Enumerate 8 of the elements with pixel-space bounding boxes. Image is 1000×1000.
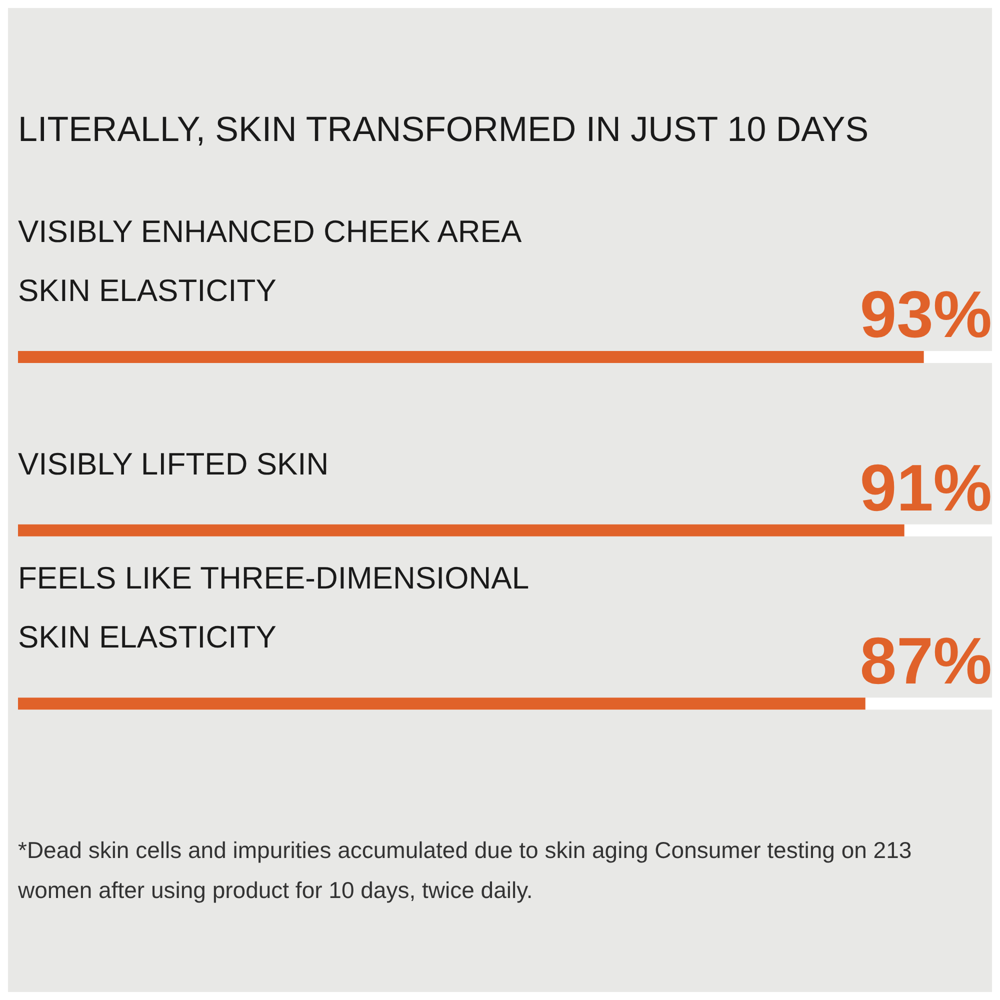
y-tick-label: FEELS LIKE THREE-DIMENSIONAL SKIN ELASTICITY (18, 560, 530, 655)
text: *Dead skin cells and impurities accumulated due to skin aging Consumer testing on 213 women after using product for 10 days, twice daily. (18, 836, 913, 905)
data-label: 87% (860, 624, 992, 698)
y-tick-label: VISIBLY LIFTED SKIN (18, 446, 329, 482)
data-label: 91% (860, 450, 992, 524)
data-label: 93% (860, 277, 992, 351)
y-tick-label: VISIBLY ENHANCED CHEEK AREA SKIN ELASTICITY (18, 214, 522, 308)
chart-title: LITERALLY, SKIN TRANSFORMED IN JUST 10 DAYS (18, 110, 869, 150)
